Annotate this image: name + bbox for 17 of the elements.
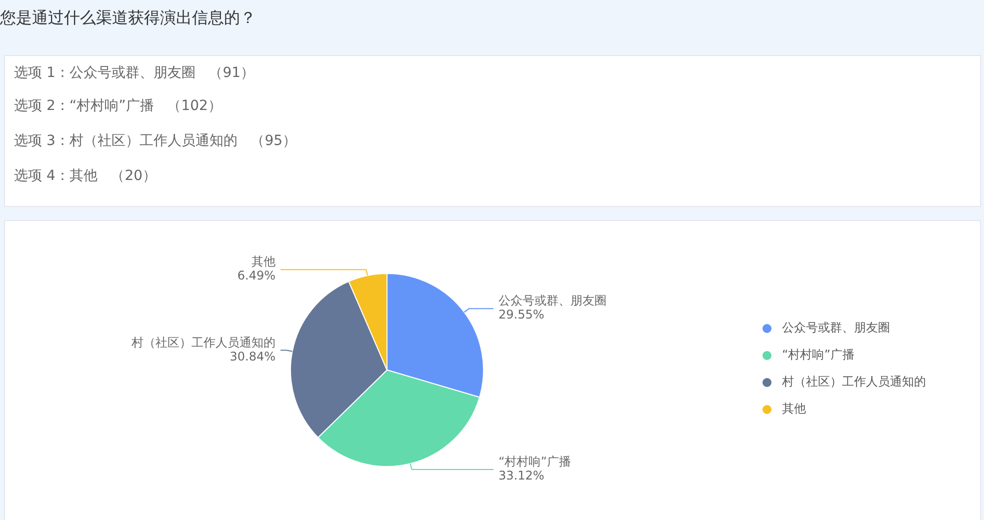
legend-label: 村（社区）工作人员通知的	[781, 374, 926, 389]
data-label: 30.84%	[230, 349, 276, 364]
slice-label: 村（社区）工作人员通知的	[130, 335, 276, 350]
data-label: 33.12%	[498, 468, 544, 483]
text: 选项 3：村（社区）工作人员通知的 （95）	[14, 132, 297, 150]
slice-label: 其他	[252, 254, 276, 269]
legend-label: 其他	[782, 402, 806, 416]
legend-label: 公众号或群、朋友圈	[782, 320, 890, 335]
slice-label: 公众号或群、朋友圈	[498, 294, 606, 308]
text: 选项 1：公众号或群、朋友圈 （91）	[14, 64, 255, 82]
text: 选项 2：“村村响”广播 （102）	[14, 97, 222, 115]
text: 选项 4：其他 （20）	[14, 167, 157, 185]
data-label: 29.55%	[498, 308, 544, 322]
slice-label: “村村响”广播	[498, 454, 571, 469]
legend-label: “村村响”广播	[782, 348, 854, 362]
data-label: 6.49%	[237, 268, 276, 283]
chart-title: 您是通过什么渠道获得演出信息的？	[0, 7, 256, 29]
